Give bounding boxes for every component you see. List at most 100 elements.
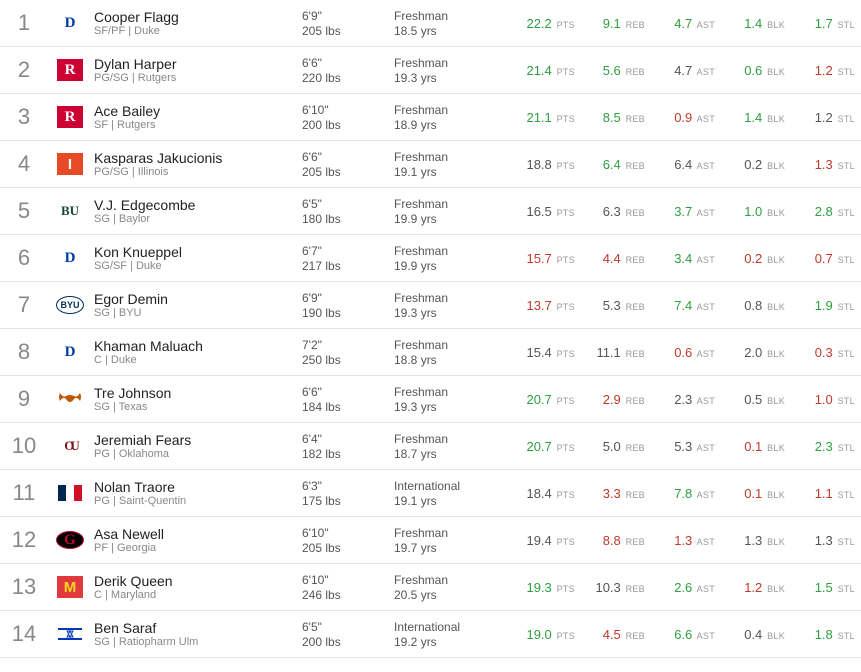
- stat-label: BLK: [764, 67, 785, 77]
- team-logo: D: [57, 341, 83, 363]
- stat-value: 5.0: [603, 439, 621, 454]
- player-row[interactable]: 4IKasparas JakucionisPG/SG | Illinois6'6…: [0, 140, 861, 188]
- class-year: Freshman: [394, 526, 498, 540]
- stat-stl: 1.1 STL: [785, 486, 855, 501]
- player-name-cell[interactable]: Egor DeminSG | BYU: [92, 291, 302, 319]
- player-name-cell[interactable]: Dylan HarperPG/SG | Rutgers: [92, 56, 302, 84]
- player-row[interactable]: 9Tre JohnsonSG | Texas6'6"184 lbsFreshma…: [0, 375, 861, 423]
- player-row[interactable]: 6DKon KnueppelSG/SF | Duke6'7"217 lbsFre…: [0, 234, 861, 282]
- stats-wrap: 19.4 PTS8.8 REB1.3 AST1.3 BLK1.3 STL: [498, 533, 855, 548]
- rank-number: 6: [0, 245, 48, 271]
- player-name-cell[interactable]: Kon KnueppelSG/SF | Duke: [92, 244, 302, 272]
- player-row[interactable]: 5BUV.J. EdgecombeSG | Baylor6'5"180 lbsF…: [0, 187, 861, 235]
- weight: 250 lbs: [302, 353, 394, 367]
- stat-value: 19.4: [526, 533, 551, 548]
- stat-reb: 5.6 REB: [575, 63, 645, 78]
- stat-value: 1.9: [815, 298, 833, 313]
- player-position-team: PG | Oklahoma: [94, 448, 302, 460]
- physical-cell: 6'9"190 lbs: [302, 291, 394, 320]
- stat-value: 0.2: [744, 157, 762, 172]
- player-row[interactable]: 10OUJeremiah FearsPG | Oklahoma6'4"182 l…: [0, 422, 861, 470]
- player-row[interactable]: 13MDerik QueenC | Maryland6'10"246 lbsFr…: [0, 563, 861, 611]
- player-name-cell[interactable]: Kasparas JakucionisPG/SG | Illinois: [92, 150, 302, 178]
- player-row[interactable]: 1DCooper FlaggSF/PF | Duke6'9"205 lbsFre…: [0, 0, 861, 47]
- logo-cell: OU: [48, 435, 92, 457]
- stat-reb: 9.1 REB: [575, 16, 645, 31]
- team-logo: M: [57, 576, 83, 598]
- player-name-cell[interactable]: Nolan TraorePG | Saint-Quentin: [92, 479, 302, 507]
- weight: 190 lbs: [302, 306, 394, 320]
- player-name-cell[interactable]: Derik QueenC | Maryland: [92, 573, 302, 601]
- height: 6'7": [302, 244, 394, 258]
- stat-label: BLK: [764, 584, 785, 594]
- stat-value: 1.2: [815, 110, 833, 125]
- player-name: Dylan Harper: [94, 56, 302, 72]
- class-cell: International19.1 yrs: [394, 479, 498, 508]
- height: 6'3": [302, 479, 394, 493]
- age: 19.3 yrs: [394, 400, 498, 414]
- team-logo: R: [57, 59, 83, 81]
- stat-value: 1.7: [815, 16, 833, 31]
- team-logo: [57, 482, 83, 504]
- stat-value: 1.1: [815, 486, 833, 501]
- stat-ast: 7.8 AST: [645, 486, 715, 501]
- player-name-cell[interactable]: Jeremiah FearsPG | Oklahoma: [92, 432, 302, 460]
- player-name-cell[interactable]: Cooper FlaggSF/PF | Duke: [92, 9, 302, 37]
- stat-value: 20.7: [526, 439, 551, 454]
- stat-label: PTS: [554, 208, 575, 218]
- class-year: Freshman: [394, 197, 498, 211]
- player-row[interactable]: 12GAsa NewellPF | Georgia6'10"205 lbsFre…: [0, 516, 861, 564]
- stat-value: 1.8: [815, 627, 833, 642]
- stats-wrap: 21.1 PTS8.5 REB0.9 AST1.4 BLK1.2 STL: [498, 110, 855, 125]
- stat-value: 1.3: [674, 533, 692, 548]
- stat-ast: 2.3 AST: [645, 392, 715, 407]
- stats-wrap: 15.4 PTS11.1 REB0.6 AST2.0 BLK0.3 STL: [498, 345, 855, 360]
- stat-value: 3.7: [674, 204, 692, 219]
- player-row[interactable]: 14Ben SarafSG | Ratiopharm Ulm6'5"200 lb…: [0, 610, 861, 658]
- stat-value: 4.5: [603, 627, 621, 642]
- stat-value: 2.6: [674, 580, 692, 595]
- stat-value: 6.4: [603, 157, 621, 172]
- stat-ast: 0.6 AST: [645, 345, 715, 360]
- player-name-cell[interactable]: Ace BaileySF | Rutgers: [92, 103, 302, 131]
- player-name-cell[interactable]: Ben SarafSG | Ratiopharm Ulm: [92, 620, 302, 648]
- player-name-cell[interactable]: Tre JohnsonSG | Texas: [92, 385, 302, 413]
- stat-label: STL: [835, 67, 855, 77]
- player-name: Nolan Traore: [94, 479, 302, 495]
- stat-value: 0.9: [674, 110, 692, 125]
- stat-label: STL: [835, 396, 855, 406]
- physical-cell: 6'10"200 lbs: [302, 103, 394, 132]
- class-cell: Freshman18.7 yrs: [394, 432, 498, 461]
- stat-label: BLK: [764, 537, 785, 547]
- class-cell: Freshman19.3 yrs: [394, 291, 498, 320]
- rank-number: 3: [0, 104, 48, 130]
- class-year: International: [394, 620, 498, 634]
- stat-reb: 2.9 REB: [575, 392, 645, 407]
- player-name-cell[interactable]: Khaman MaluachC | Duke: [92, 338, 302, 366]
- player-row[interactable]: 8DKhaman MaluachC | Duke7'2"250 lbsFresh…: [0, 328, 861, 376]
- stat-label: PTS: [554, 490, 575, 500]
- player-name-cell[interactable]: Asa NewellPF | Georgia: [92, 526, 302, 554]
- player-name: Derik Queen: [94, 573, 302, 589]
- stat-value: 10.3: [595, 580, 620, 595]
- stats-wrap: 16.5 PTS6.3 REB3.7 AST1.0 BLK2.8 STL: [498, 204, 855, 219]
- weight: 246 lbs: [302, 588, 394, 602]
- player-row[interactable]: 3RAce BaileySF | Rutgers6'10"200 lbsFres…: [0, 93, 861, 141]
- player-row[interactable]: 7BYUEgor DeminSG | BYU6'9"190 lbsFreshma…: [0, 281, 861, 329]
- stat-label: REB: [623, 631, 645, 641]
- stat-label: BLK: [764, 396, 785, 406]
- player-name: Tre Johnson: [94, 385, 302, 401]
- stat-stl: 1.7 STL: [785, 16, 855, 31]
- stat-pts: 20.7 PTS: [505, 439, 575, 454]
- stat-blk: 1.0 BLK: [715, 204, 785, 219]
- player-row[interactable]: 11Nolan TraorePG | Saint-Quentin6'3"175 …: [0, 469, 861, 517]
- player-name-cell[interactable]: V.J. EdgecombeSG | Baylor: [92, 197, 302, 225]
- stat-label: AST: [694, 396, 715, 406]
- stat-value: 22.2: [526, 16, 551, 31]
- stat-value: 1.0: [815, 392, 833, 407]
- player-row[interactable]: 2RDylan HarperPG/SG | Rutgers6'6"220 lbs…: [0, 46, 861, 94]
- stat-value: 8.5: [603, 110, 621, 125]
- stat-pts: 13.7 PTS: [505, 298, 575, 313]
- stat-label: AST: [694, 161, 715, 171]
- logo-cell: D: [48, 341, 92, 363]
